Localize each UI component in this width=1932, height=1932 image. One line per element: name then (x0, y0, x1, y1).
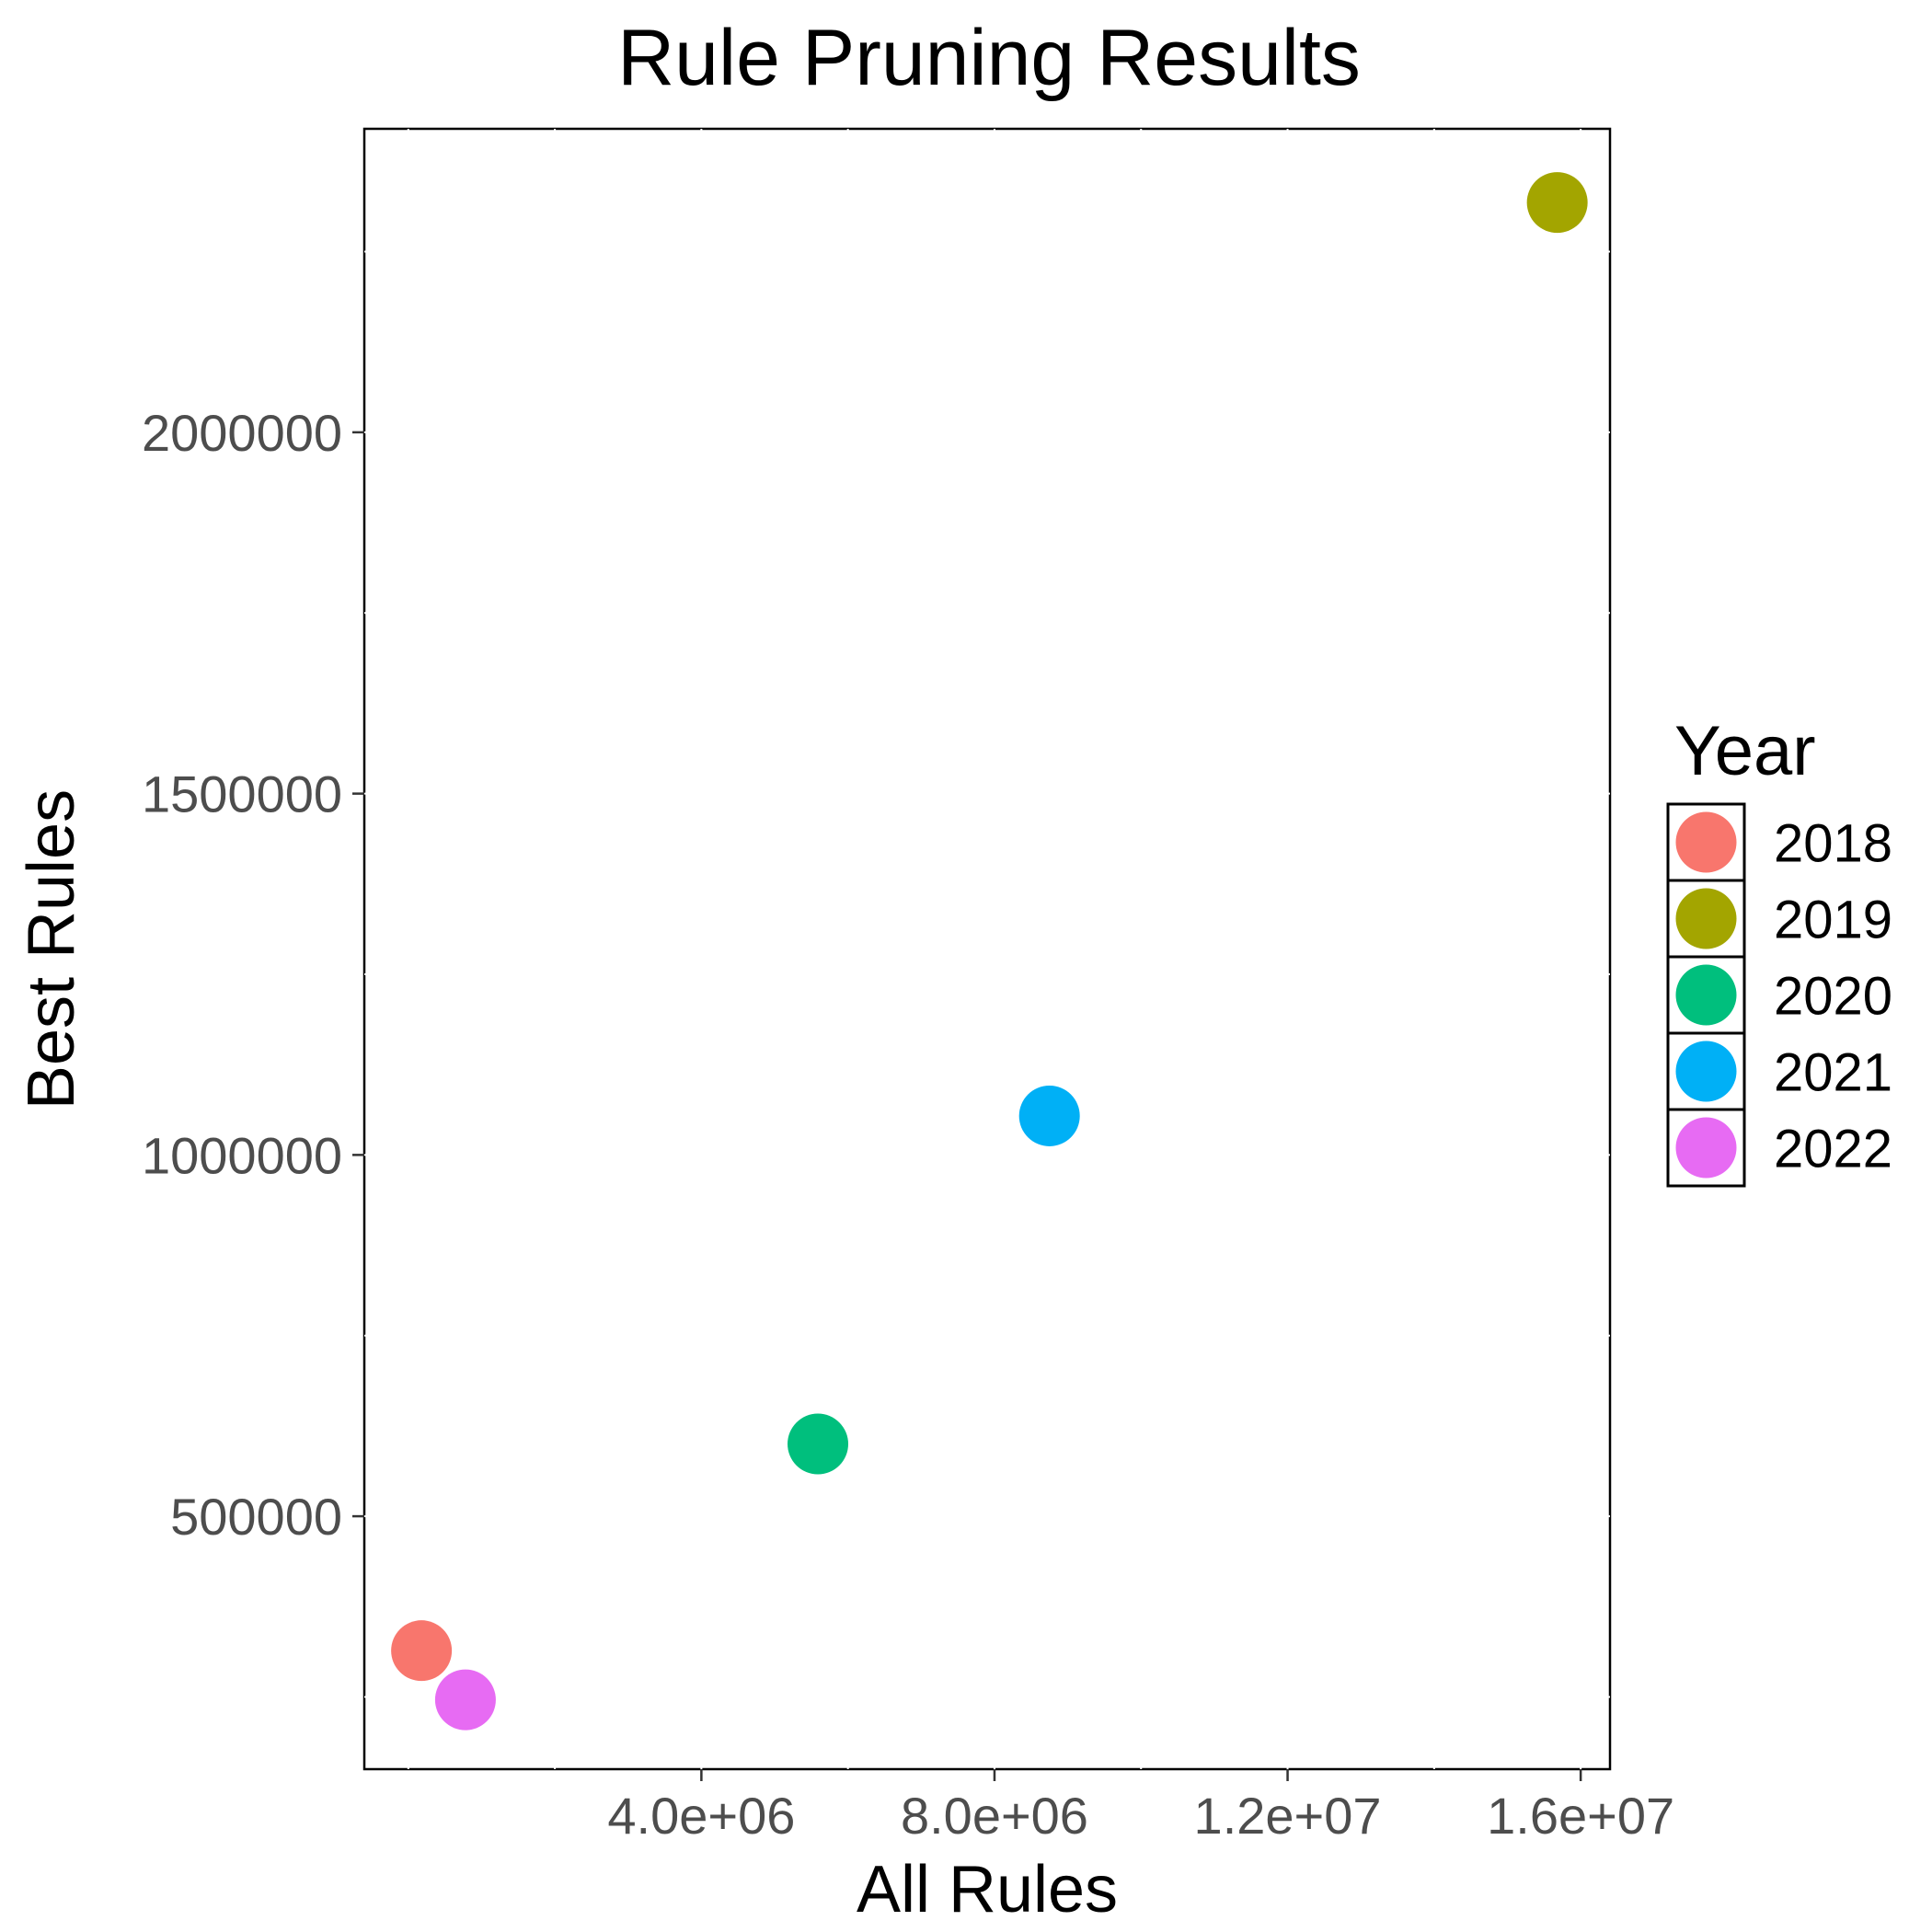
y-tick-label: 500000 (170, 1488, 342, 1546)
data-point-2018 (391, 1620, 453, 1682)
y-tick-label: 1500000 (142, 765, 342, 823)
y-tick-label: 1000000 (142, 1126, 342, 1184)
legend-label-2020: 2020 (1774, 967, 1892, 1027)
legend-swatch-2021 (1675, 1041, 1737, 1102)
grid-lines (364, 129, 1610, 1769)
data-point-2020 (788, 1413, 849, 1475)
x-tick-label: 4.0e+06 (607, 1787, 795, 1845)
y-axis-title: Best Rules (15, 789, 88, 1110)
data-point-2021 (1018, 1085, 1080, 1146)
x-axis-title: All Rules (857, 1853, 1118, 1926)
legend-label-2018: 2018 (1774, 814, 1892, 874)
x-tick-label: 8.0e+06 (901, 1787, 1088, 1845)
legend-swatch-2018 (1675, 811, 1737, 873)
x-tick-label: 1.6e+07 (1487, 1787, 1674, 1845)
legend: Year 2018 2019 2020 2021 2022 (1666, 712, 1892, 1188)
y-tick-label: 2000000 (142, 404, 342, 462)
legend-swatch-2019 (1675, 888, 1737, 949)
legend-label-2019: 2019 (1774, 891, 1892, 950)
legend-label-2022: 2022 (1774, 1120, 1892, 1179)
data-point-2022 (434, 1669, 496, 1731)
legend-swatch-2020 (1675, 964, 1737, 1026)
x-axis: 4.0e+06 8.0e+06 1.2e+07 1.6e+07 (607, 1769, 1674, 1845)
legend-swatch-2022 (1675, 1117, 1737, 1179)
plot-panel (362, 127, 1612, 1771)
y-axis: 500000 1000000 1500000 2000000 (142, 404, 364, 1546)
data-points (391, 172, 1588, 1731)
legend-items: 2018 2019 2020 2021 2022 (1666, 802, 1892, 1188)
legend-title: Year (1674, 712, 1816, 790)
chart-title: Rule Pruning Results (617, 14, 1361, 102)
legend-label-2021: 2021 (1774, 1043, 1892, 1103)
x-tick-label: 1.2e+07 (1194, 1787, 1382, 1845)
data-point-2019 (1526, 172, 1588, 234)
